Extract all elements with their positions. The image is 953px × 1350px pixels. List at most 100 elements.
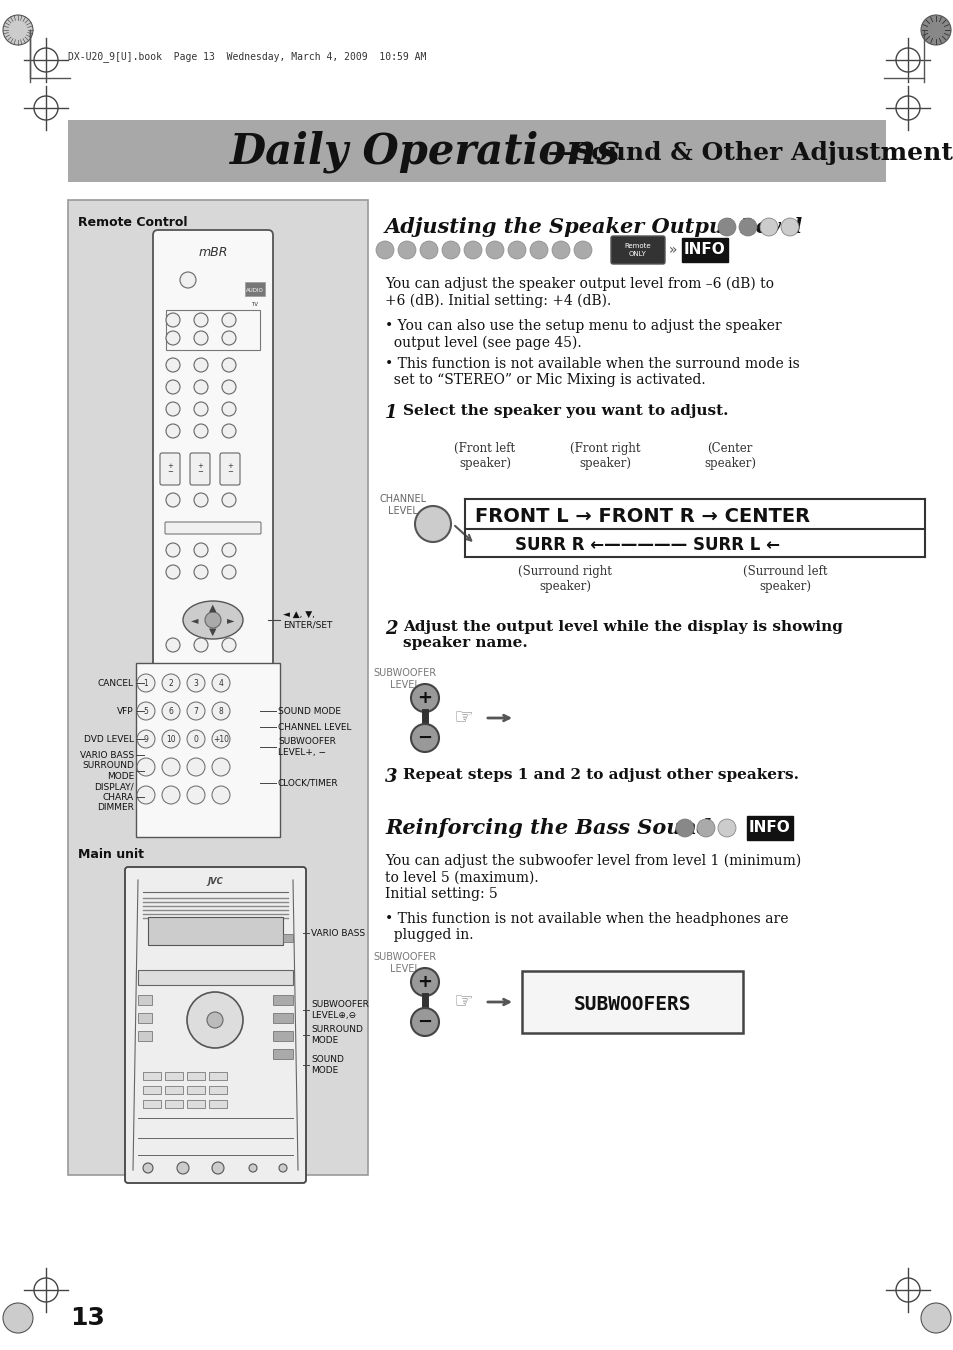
FancyBboxPatch shape — [283, 934, 293, 942]
Text: ►: ► — [227, 616, 234, 625]
Circle shape — [781, 217, 799, 236]
Text: FRONT L → FRONT R → CENTER: FRONT L → FRONT R → CENTER — [475, 506, 809, 525]
Circle shape — [278, 1164, 287, 1172]
FancyBboxPatch shape — [273, 1049, 293, 1058]
Text: DISPLAY/
CHARA
DIMMER: DISPLAY/ CHARA DIMMER — [94, 782, 133, 811]
Circle shape — [137, 757, 154, 776]
Circle shape — [485, 242, 503, 259]
Circle shape — [207, 1012, 223, 1027]
Ellipse shape — [183, 601, 243, 639]
Circle shape — [222, 493, 235, 508]
Text: +
−: + − — [227, 463, 233, 475]
Text: 7: 7 — [193, 706, 198, 716]
Text: CHANNEL LEVEL: CHANNEL LEVEL — [277, 722, 351, 732]
Text: 3: 3 — [385, 768, 397, 786]
FancyBboxPatch shape — [136, 663, 280, 837]
Text: (Front left
speaker): (Front left speaker) — [454, 441, 515, 470]
Circle shape — [415, 506, 451, 541]
Text: 9: 9 — [143, 734, 149, 744]
Circle shape — [137, 674, 154, 693]
Circle shape — [507, 242, 525, 259]
Circle shape — [137, 702, 154, 720]
FancyBboxPatch shape — [187, 1085, 205, 1094]
Circle shape — [530, 242, 547, 259]
Text: SOUND
MODE: SOUND MODE — [311, 1056, 343, 1075]
Text: +10: +10 — [213, 734, 229, 744]
Circle shape — [166, 639, 180, 652]
Text: ◄: ◄ — [191, 616, 198, 625]
Circle shape — [166, 493, 180, 508]
Circle shape — [166, 424, 180, 437]
Text: (Surround right
speaker): (Surround right speaker) — [517, 566, 611, 593]
Circle shape — [205, 612, 221, 628]
Text: 13: 13 — [70, 1305, 105, 1330]
Circle shape — [187, 702, 205, 720]
Circle shape — [249, 1164, 256, 1172]
Text: Select the speaker you want to adjust.: Select the speaker you want to adjust. — [402, 404, 728, 418]
Circle shape — [222, 358, 235, 373]
Circle shape — [920, 15, 950, 45]
Circle shape — [162, 674, 180, 693]
Circle shape — [419, 242, 437, 259]
Circle shape — [193, 493, 208, 508]
Circle shape — [162, 702, 180, 720]
Text: 6: 6 — [169, 706, 173, 716]
FancyBboxPatch shape — [143, 1085, 161, 1094]
Circle shape — [411, 724, 438, 752]
Circle shape — [222, 313, 235, 327]
Circle shape — [212, 757, 230, 776]
Text: SUBWOOFERS: SUBWOOFERS — [574, 995, 691, 1014]
Circle shape — [411, 684, 438, 711]
Circle shape — [187, 992, 243, 1048]
Circle shape — [137, 786, 154, 805]
Text: +: + — [417, 973, 432, 991]
Circle shape — [3, 15, 33, 45]
Text: SUBWOOFER
LEVEL+, −: SUBWOOFER LEVEL+, − — [277, 737, 335, 757]
Text: 1: 1 — [385, 404, 397, 423]
Text: SUBWOOFER
LEVEL⊕,⊖: SUBWOOFER LEVEL⊕,⊖ — [311, 1000, 369, 1019]
Circle shape — [162, 757, 180, 776]
Circle shape — [574, 242, 592, 259]
Circle shape — [166, 331, 180, 346]
Text: AUDIO: AUDIO — [246, 288, 264, 293]
FancyBboxPatch shape — [209, 1072, 227, 1080]
Circle shape — [411, 1008, 438, 1035]
FancyBboxPatch shape — [190, 454, 210, 485]
FancyBboxPatch shape — [220, 454, 240, 485]
Circle shape — [920, 1303, 950, 1332]
Circle shape — [441, 242, 459, 259]
Circle shape — [718, 819, 735, 837]
Circle shape — [187, 730, 205, 748]
Circle shape — [193, 331, 208, 346]
Circle shape — [222, 402, 235, 416]
Text: Main unit: Main unit — [78, 849, 144, 861]
Circle shape — [463, 242, 481, 259]
Circle shape — [552, 242, 569, 259]
Circle shape — [187, 786, 205, 805]
Text: »: » — [668, 243, 677, 256]
Circle shape — [193, 313, 208, 327]
Text: INFO: INFO — [748, 821, 790, 836]
Text: (Surround left
speaker): (Surround left speaker) — [742, 566, 826, 593]
FancyBboxPatch shape — [187, 1100, 205, 1108]
Circle shape — [193, 543, 208, 558]
Circle shape — [187, 674, 205, 693]
Text: You can adjust the subwoofer level from level 1 (minimum)
to level 5 (maximum).
: You can adjust the subwoofer level from … — [385, 855, 801, 900]
Circle shape — [177, 1162, 189, 1174]
Circle shape — [193, 379, 208, 394]
FancyBboxPatch shape — [746, 815, 792, 840]
Text: Daily Operations: Daily Operations — [230, 131, 620, 173]
FancyBboxPatch shape — [165, 1100, 183, 1108]
Circle shape — [212, 730, 230, 748]
Text: JVC: JVC — [207, 878, 223, 887]
Circle shape — [222, 424, 235, 437]
Text: ▼: ▼ — [209, 626, 216, 637]
Text: 1: 1 — [144, 679, 149, 687]
FancyBboxPatch shape — [273, 1012, 293, 1023]
Circle shape — [760, 217, 778, 236]
Text: VARIO BASS: VARIO BASS — [80, 751, 133, 760]
Text: mBR: mBR — [198, 247, 228, 259]
FancyBboxPatch shape — [273, 995, 293, 1004]
Text: ▲: ▲ — [209, 603, 216, 613]
Circle shape — [212, 674, 230, 693]
